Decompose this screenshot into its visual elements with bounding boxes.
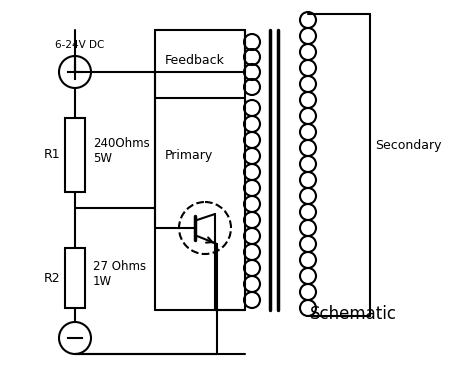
- Text: 6-24V DC: 6-24V DC: [55, 40, 105, 50]
- Bar: [65, 118, 85, 192]
- Text: Primary: Primary: [165, 149, 213, 162]
- Text: Schematic: Schematic: [310, 305, 397, 323]
- Text: 240Ohms
5W: 240Ohms 5W: [93, 137, 150, 165]
- Text: Secondary: Secondary: [375, 138, 441, 152]
- Text: Feedback: Feedback: [165, 54, 225, 66]
- Text: R1: R1: [44, 149, 60, 162]
- Text: 27 Ohms
1W: 27 Ohms 1W: [93, 260, 146, 288]
- Bar: [65, 248, 85, 308]
- Text: R2: R2: [44, 271, 60, 285]
